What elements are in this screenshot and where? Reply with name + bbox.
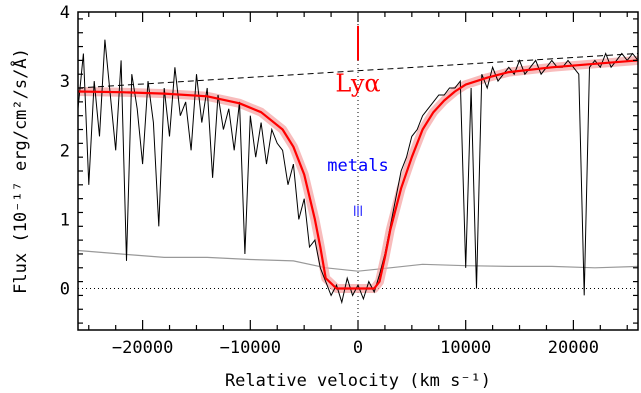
model-series-line (78, 59, 638, 290)
data-series-line (78, 39, 638, 305)
x-tick-label: 10000 (440, 338, 491, 358)
y-tick-label: 2 (60, 141, 70, 161)
x-tick-label: −20000 (112, 338, 173, 358)
x-tick-label: 20000 (548, 338, 599, 358)
y-tick-label: 3 (60, 72, 70, 92)
y-tick-label: 0 (60, 280, 70, 300)
y-tick-label: 1 (60, 210, 70, 230)
y-tick-label: 4 (60, 3, 70, 23)
metals-label: metals (327, 156, 388, 176)
continuum-series-line (78, 53, 638, 89)
x-tick-label: −10000 (220, 338, 281, 358)
x-tick-label: 0 (353, 338, 363, 358)
error-series-line (78, 249, 638, 272)
lya-label: Lyα (335, 70, 380, 98)
x-axis-label: Relative velocity (km s⁻¹) (225, 371, 491, 391)
y-axis-label: Flux (10⁻¹⁷ erg/cm²/s/Å) (9, 48, 31, 294)
